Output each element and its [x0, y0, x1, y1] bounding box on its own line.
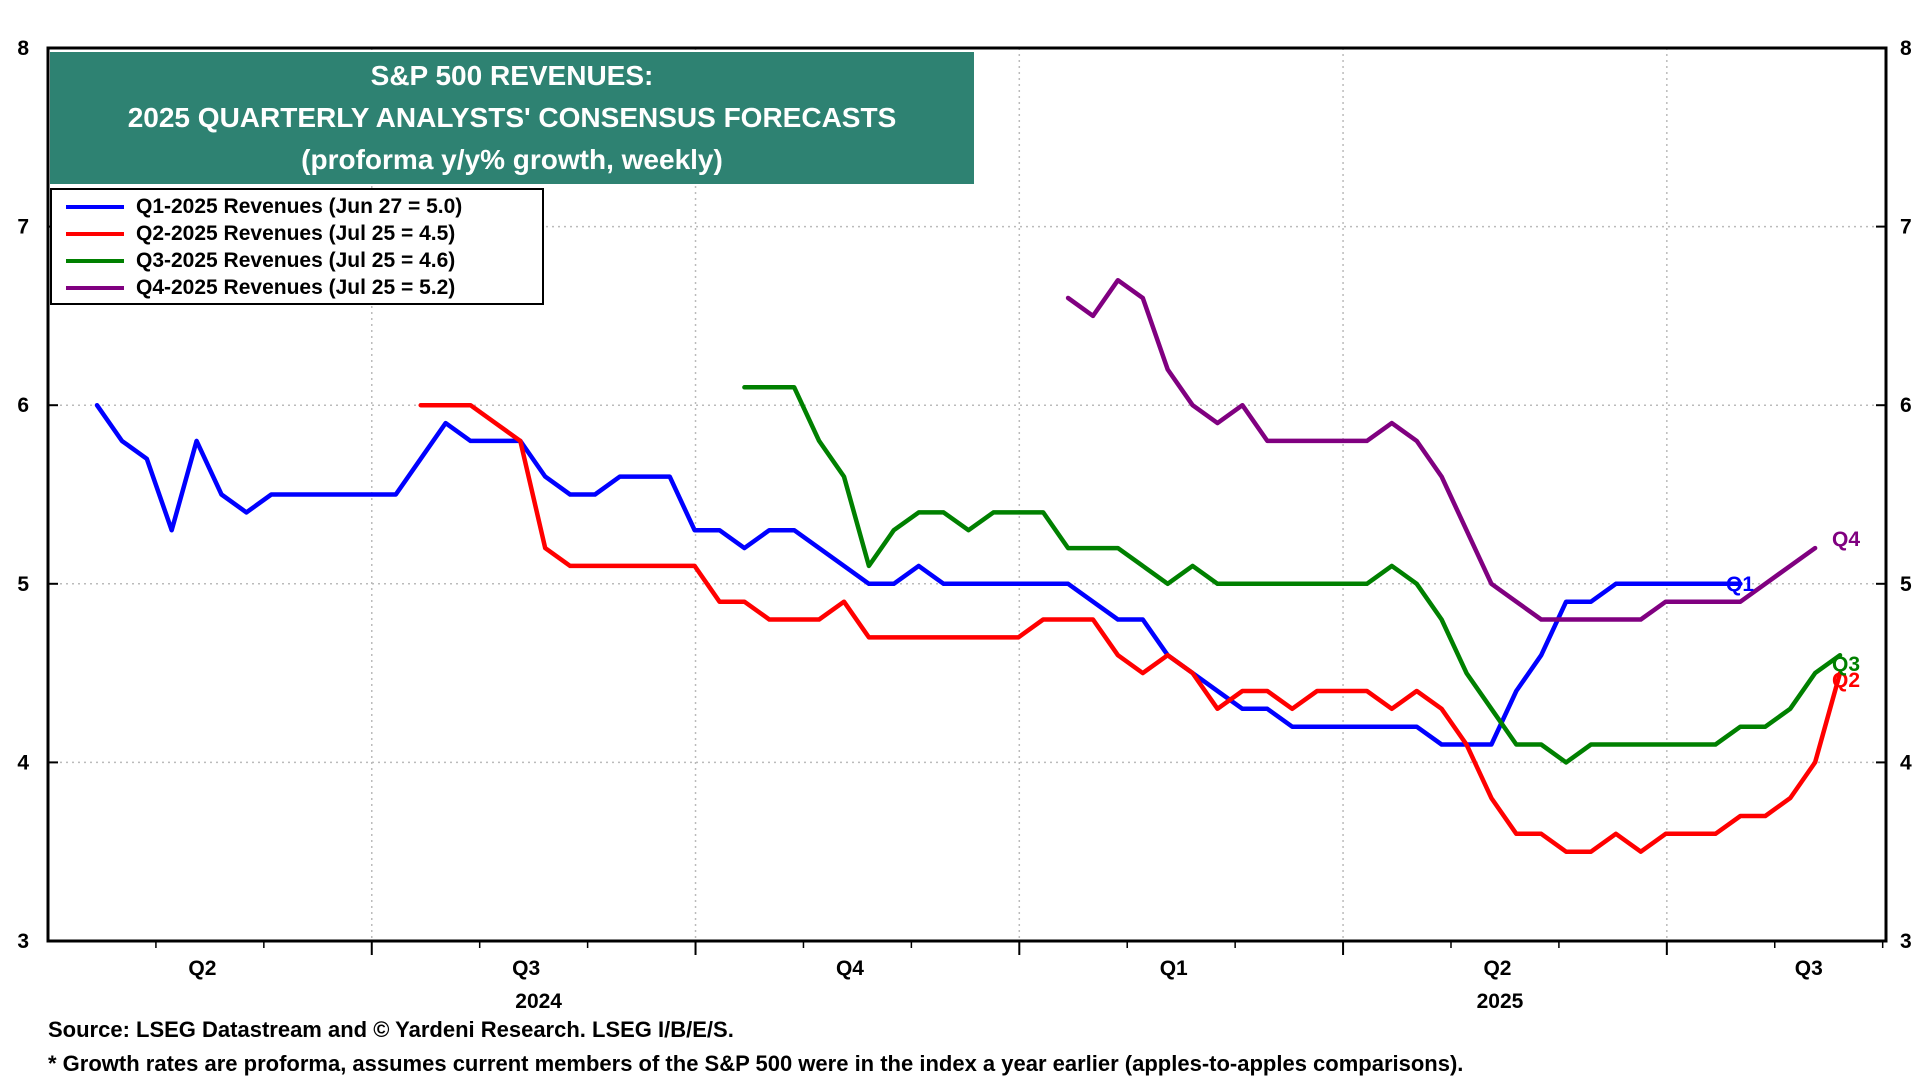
legend-swatch-q3	[66, 258, 124, 263]
series-line-q1	[94, 402, 1743, 747]
y-tick-label-left: 7	[17, 216, 29, 239]
x-quarter-label: Q1	[1160, 957, 1188, 980]
methodology-note: * Growth rates are proforma, assumes cur…	[48, 1051, 1464, 1076]
chart-title-line-3: (proforma y/y% growth, weekly)	[301, 144, 723, 175]
legend-item-q1: Q1-2025 Revenues (Jun 27 = 5.0)	[52, 193, 542, 220]
x-quarter-label: Q3	[1795, 957, 1823, 980]
legend-item-q4: Q4-2025 Revenues (Jul 25 = 5.2)	[52, 274, 542, 301]
y-tick-label-right: 3	[1900, 930, 1912, 953]
y-tick-label-right: 5	[1900, 573, 1912, 596]
legend-swatch-q1	[66, 204, 124, 209]
legend-swatch-q2	[66, 231, 124, 236]
y-tick-label-left: 4	[17, 751, 29, 774]
series-end-label-q3: Q3	[1832, 653, 1860, 676]
chart-legend: Q1-2025 Revenues (Jun 27 = 5.0) Q2-2025 …	[50, 188, 544, 305]
series-line-q2	[418, 402, 1843, 854]
axis-ticks	[48, 47, 1886, 955]
legend-swatch-q4	[66, 285, 124, 290]
series-line-q4	[1065, 277, 1818, 622]
x-quarter-label: Q2	[188, 957, 216, 980]
chart-title: S&P 500 REVENUES: 2025 QUARTERLY ANALYST…	[50, 52, 974, 184]
legend-label-q4: Q4-2025 Revenues (Jul 25 = 5.2)	[136, 275, 456, 299]
legend-item-q2: Q2-2025 Revenues (Jul 25 = 4.5)	[52, 220, 542, 247]
y-tick-label-right: 7	[1900, 216, 1912, 239]
legend-item-q3: Q3-2025 Revenues (Jul 25 = 4.6)	[52, 247, 542, 274]
legend-label-q3: Q3-2025 Revenues (Jul 25 = 4.6)	[136, 248, 456, 272]
x-year-label: 2025	[1477, 990, 1524, 1013]
y-tick-label-right: 6	[1900, 394, 1912, 417]
legend-label-q2: Q2-2025 Revenues (Jul 25 = 4.5)	[136, 221, 456, 245]
legend-label-q1: Q1-2025 Revenues (Jun 27 = 5.0)	[136, 194, 463, 218]
chart-title-line-2: 2025 QUARTERLY ANALYSTS' CONSENSUS FOREC…	[127, 102, 897, 133]
y-tick-label-left: 3	[17, 930, 29, 953]
x-quarter-label: Q3	[512, 957, 540, 980]
y-tick-label-left: 6	[17, 394, 29, 417]
y-tick-label-left: 5	[17, 573, 29, 596]
x-quarter-label: Q4	[836, 957, 864, 980]
series-line-q3	[742, 385, 1843, 765]
series-lines	[94, 277, 1843, 854]
y-tick-label-left: 8	[17, 37, 29, 60]
y-tick-label-right: 4	[1900, 751, 1912, 774]
chart-title-line-1: S&P 500 REVENUES:	[370, 60, 654, 91]
y-tick-label-right: 8	[1900, 37, 1912, 60]
x-quarter-label: Q2	[1483, 957, 1511, 980]
series-end-label-q2: Q2	[1832, 669, 1860, 692]
plot-frame	[46, 46, 1888, 943]
x-year-label: 2024	[515, 990, 562, 1013]
series-end-label-q1: Q1	[1726, 573, 1754, 596]
source-note: Source: LSEG Datastream and © Yardeni Re…	[48, 1017, 734, 1042]
series-end-label-q4: Q4	[1832, 528, 1860, 551]
